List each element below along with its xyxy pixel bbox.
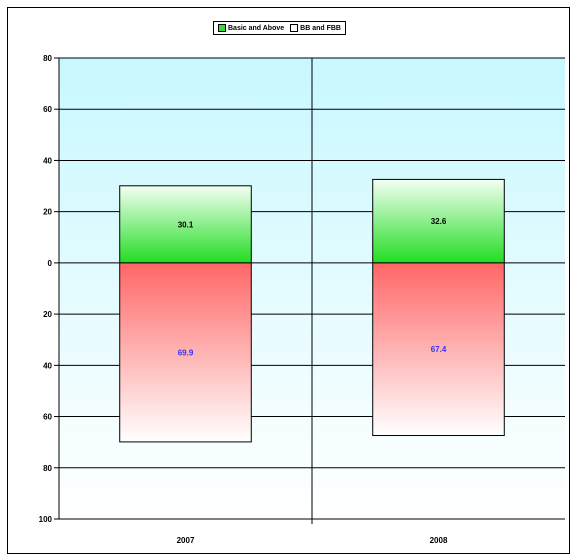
y-tick-label: 20 xyxy=(43,208,52,217)
data-label-bb: 69.9 xyxy=(178,348,194,357)
y-tick-label: 80 xyxy=(43,54,52,63)
legend-item-bb: BB and FBB xyxy=(290,24,341,32)
y-tick-label: 40 xyxy=(43,156,52,165)
bar-bb-and-fbb xyxy=(119,262,252,443)
bar-basic-and-above xyxy=(119,185,252,264)
legend: Basic and Above BB and FBB xyxy=(213,21,346,35)
y-tick-label: 20 xyxy=(43,310,52,319)
y-tick-label: 0 xyxy=(48,259,53,268)
x-tick-label: 2008 xyxy=(430,536,448,545)
legend-swatch-white xyxy=(290,24,299,32)
bar-bb-and-fbb xyxy=(372,262,505,437)
y-tick-label: 100 xyxy=(39,515,53,524)
data-label-basic: 32.6 xyxy=(431,217,447,226)
bars-group xyxy=(119,178,505,443)
x-tick-label: 2007 xyxy=(177,536,195,545)
y-tick-label: 40 xyxy=(43,361,52,370)
bar-basic-and-above xyxy=(372,178,505,264)
axes-group xyxy=(54,57,565,524)
data-label-basic: 30.1 xyxy=(178,220,194,229)
legend-label-bb: BB and FBB xyxy=(300,24,341,32)
tick-labels: 80 60 40 20 0 20 40 60 80 100 2007 2008 xyxy=(39,54,448,545)
data-label-bb: 67.4 xyxy=(431,345,447,354)
data-labels: 30.1 69.9 32.6 67.4 xyxy=(178,217,447,357)
legend-swatch-green xyxy=(218,24,226,32)
chart-frame: 80 60 40 20 0 20 40 60 80 100 2007 2008 30.1 69.9 32.… xyxy=(7,7,570,554)
legend-label-basic: Basic and Above xyxy=(228,24,285,32)
y-tick-label: 80 xyxy=(43,464,52,473)
legend-item-basic: Basic and Above xyxy=(218,24,284,32)
y-tick-label: 60 xyxy=(43,105,52,114)
stacked-bar-chart: 80 60 40 20 0 20 40 60 80 100 2007 2008 30.1 69.9 32.… xyxy=(39,54,565,545)
y-tick-label: 60 xyxy=(43,413,52,422)
